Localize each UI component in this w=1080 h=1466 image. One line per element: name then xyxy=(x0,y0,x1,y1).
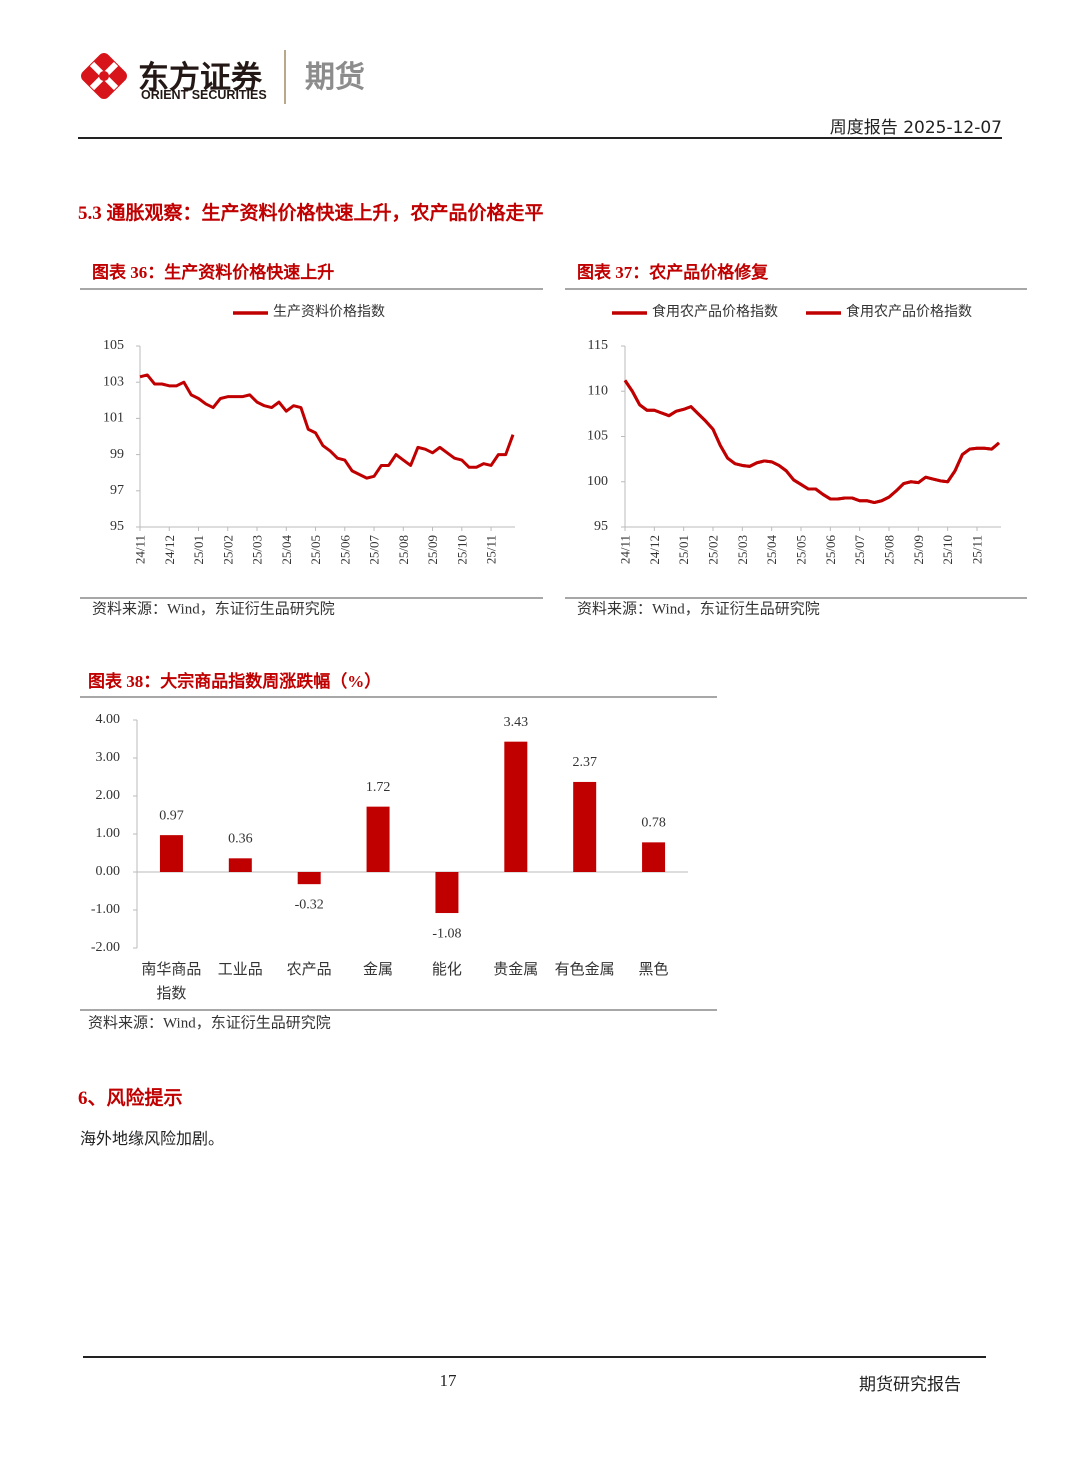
x-tick-label: 24/12 xyxy=(162,535,177,565)
y-tick-label: 110 xyxy=(588,383,608,398)
value-label: -0.32 xyxy=(295,897,324,912)
y-tick-label: 115 xyxy=(588,338,608,353)
x-tick-label: 25/11 xyxy=(970,535,985,564)
bar xyxy=(297,872,321,885)
x-tick-label: 25/03 xyxy=(735,535,750,565)
y-tick-label: 4.00 xyxy=(96,712,121,727)
x-tick-label: 25/07 xyxy=(367,535,382,565)
y-tick-label: 100 xyxy=(587,474,608,489)
page-number: 17 xyxy=(439,1371,457,1390)
x-tick-label: 24/11 xyxy=(618,535,633,564)
y-tick-label: 2.00 xyxy=(96,788,121,803)
x-tick-label: 25/06 xyxy=(823,535,838,565)
y-tick-label: 99 xyxy=(110,447,124,462)
x-tick-label: 贵金属 xyxy=(493,962,539,978)
x-tick-label: 25/11 xyxy=(484,535,499,564)
x-tick-label: 25/07 xyxy=(852,535,867,565)
x-tick-label: 25/10 xyxy=(940,535,955,565)
chart-title: 图表 37：农产品价格修复 xyxy=(577,262,769,282)
section-title: 5.3 通胀观察：生产资料价格快速上升，农产品价格走平 xyxy=(78,203,544,224)
footer-rule xyxy=(83,1356,986,1358)
x-tick-label: 25/02 xyxy=(220,535,235,565)
logo-mark xyxy=(81,53,127,99)
series-line xyxy=(623,379,1000,505)
footer-label: 期货研究报告 xyxy=(859,1375,961,1394)
value-label: -1.08 xyxy=(432,926,461,941)
x-tick-label: 南华商品指数 xyxy=(141,962,202,1002)
value-label: 3.43 xyxy=(504,715,529,730)
bar xyxy=(228,858,252,872)
x-tick-label: 25/05 xyxy=(794,535,809,565)
value-label: 1.72 xyxy=(366,780,391,795)
y-tick-label: 105 xyxy=(103,338,124,353)
y-tick-label: 3.00 xyxy=(96,750,121,765)
x-tick-label: 25/08 xyxy=(396,535,411,565)
legend-label: 生产资料价格指数 xyxy=(273,304,385,320)
brand-en: ORIENT SECURITIES xyxy=(141,88,267,102)
bar xyxy=(159,835,183,872)
x-tick-label: 能化 xyxy=(431,962,462,978)
x-tick-label: 25/04 xyxy=(764,535,779,565)
legend-label: 食用农产品价格指数 xyxy=(846,303,972,320)
bar xyxy=(573,781,597,872)
value-label: 2.37 xyxy=(572,755,597,770)
header-rule xyxy=(78,137,1002,139)
y-tick-label: -2.00 xyxy=(91,940,120,955)
chart-title: 图表 38：大宗商品指数周涨跌幅（%） xyxy=(88,671,381,691)
legend-label: 食用农产品价格指数 xyxy=(652,303,778,320)
logo-divider xyxy=(284,50,286,104)
y-tick-label: -1.00 xyxy=(91,902,120,917)
risk-text: 海外地缘风险加剧。 xyxy=(80,1131,225,1148)
x-tick-label: 25/01 xyxy=(676,535,691,565)
x-tick-label: 有色金属 xyxy=(554,962,615,978)
bar xyxy=(642,842,666,872)
brand-cn: 东方证券 xyxy=(138,60,262,95)
chart-source: 资料来源：Wind，东证衍生品研究院 xyxy=(92,599,335,617)
y-tick-label: 0.00 xyxy=(96,864,121,879)
series-line xyxy=(139,373,515,480)
value-label: 0.36 xyxy=(228,832,253,847)
x-tick-label: 25/08 xyxy=(882,535,897,565)
x-tick-label: 24/12 xyxy=(647,535,662,565)
x-tick-label: 25/03 xyxy=(250,535,265,565)
report-label: 周度报告 2025-12-07 xyxy=(829,118,1002,138)
x-tick-label: 25/02 xyxy=(706,535,721,565)
series-line xyxy=(623,379,1000,505)
y-tick-label: 101 xyxy=(103,411,124,426)
y-tick-label: 103 xyxy=(103,374,124,389)
x-tick-label: 农产品 xyxy=(286,962,332,978)
chart-title: 图表 36：生产资料价格快速上升 xyxy=(92,262,334,282)
y-tick-label: 105 xyxy=(587,429,608,444)
x-tick-label: 工业品 xyxy=(217,962,263,978)
y-tick-label: 97 xyxy=(110,483,124,498)
x-tick-label: 25/09 xyxy=(425,535,440,565)
y-tick-label: 95 xyxy=(594,519,608,534)
bar xyxy=(366,806,390,872)
chart-source: 资料来源：Wind，东证衍生品研究院 xyxy=(88,1013,331,1031)
y-tick-label: 1.00 xyxy=(96,826,121,841)
x-tick-label: 24/11 xyxy=(133,535,148,564)
x-tick-label: 25/10 xyxy=(454,535,469,565)
chart-source: 资料来源：Wind，东证衍生品研究院 xyxy=(577,599,820,617)
x-tick-label: 25/04 xyxy=(279,535,294,565)
y-tick-label: 95 xyxy=(110,519,124,534)
x-tick-label: 25/01 xyxy=(191,535,206,565)
x-tick-label: 25/09 xyxy=(911,535,926,565)
x-tick-label: 25/05 xyxy=(308,535,323,565)
risk-heading: 6、风险提示 xyxy=(78,1088,183,1109)
value-label: 0.78 xyxy=(641,816,666,831)
bar xyxy=(435,872,459,914)
x-tick-label: 25/06 xyxy=(337,535,352,565)
bar xyxy=(504,741,528,872)
x-tick-label: 黑色 xyxy=(638,962,669,978)
value-label: 0.97 xyxy=(159,808,184,823)
division: 期货 xyxy=(305,61,365,94)
x-tick-label: 金属 xyxy=(363,962,394,978)
